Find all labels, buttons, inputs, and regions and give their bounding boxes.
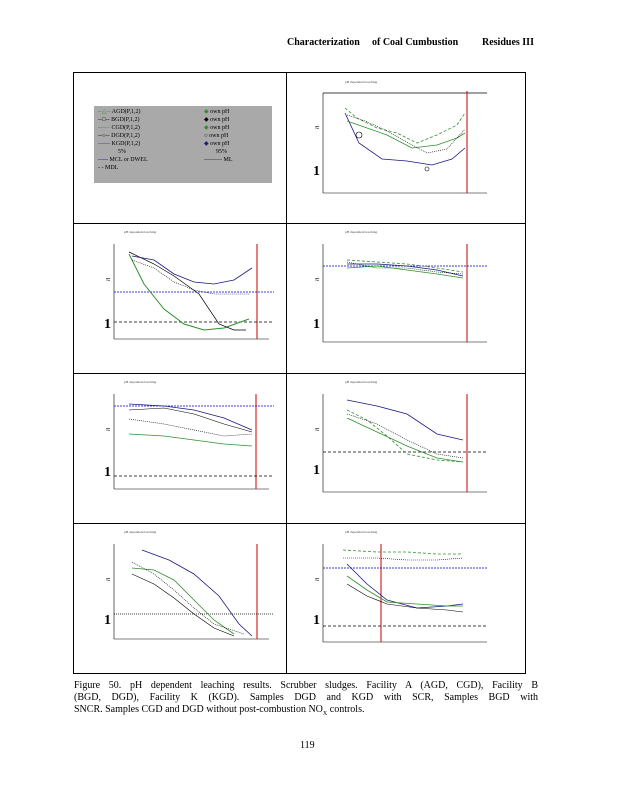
legend-entry: --○-- DGD(P,1,2) <box>98 132 148 140</box>
panel-plot: ≈ 1 <box>74 224 286 373</box>
legend-entry: ——— ML <box>204 156 233 164</box>
panel-plot: ≈ 1 <box>74 374 286 523</box>
legend-entry: —— CGD(P,1,2) <box>98 124 148 132</box>
legend-column-own-ph: ◆ own pH ◆ own pH ◆ own pH ○ own pH ◆ ow… <box>204 108 233 164</box>
svg-text:≈: ≈ <box>315 575 320 584</box>
panel-plot: ≈ 1 <box>287 224 525 373</box>
legend-entry: --□-- BGD(P,1,2) <box>98 116 148 124</box>
svg-text:≈: ≈ <box>106 425 111 434</box>
figure-50: --△-- AGD(P,1,2) --□-- BGD(P,1,2) —— CGD… <box>73 72 526 674</box>
svg-text:≈: ≈ <box>106 575 111 584</box>
panel-plot: ≈ 1 <box>287 524 525 673</box>
panel-title: pH dependent leaching <box>345 80 377 84</box>
legend-entry: --△-- AGD(P,1,2) <box>98 108 148 116</box>
svg-text:1: 1 <box>313 164 320 179</box>
legend-entry: - - MDL <box>98 164 148 172</box>
legend-column-series: --△-- AGD(P,1,2) --□-- BGD(P,1,2) —— CGD… <box>98 108 148 172</box>
legend-entry: ◆ own pH <box>204 124 233 132</box>
caption-line: Figure 50. pH dependent leaching results… <box>74 680 538 692</box>
chart-panel-4: pH dependent leaching ≈ 1 <box>74 374 286 523</box>
legend-entry: ----- MCL or DWEL <box>98 156 148 164</box>
caption-line: SNCR. Samples CGD and DGD without post-c… <box>74 704 364 717</box>
running-header-part3: Residues III <box>482 37 534 48</box>
running-header-part2: of Coal Cumbustion <box>372 37 458 48</box>
legend-entry: ◆ own pH <box>204 140 233 148</box>
svg-text:1: 1 <box>313 463 320 478</box>
svg-text:1: 1 <box>104 465 111 480</box>
panel-plot: ≈ 1 <box>287 73 525 223</box>
panel-title: pH dependent leaching <box>345 230 377 234</box>
chart-panel-5: pH dependent leaching ≈ 1 <box>287 374 525 523</box>
chart-panel-2: pH dependent leaching ≈ 1 <box>74 224 286 373</box>
panel-title: pH dependent leaching <box>124 380 156 384</box>
svg-text:≈: ≈ <box>106 275 111 284</box>
panel-title: pH dependent leaching <box>345 380 377 384</box>
svg-text:1: 1 <box>313 613 320 628</box>
legend-entry: 5% <box>98 148 148 156</box>
svg-text:1: 1 <box>104 317 111 332</box>
legend-entry: —— KGD(P,1,2) <box>98 140 148 148</box>
chart-panel-7: pH dependent leaching ≈ 1 <box>287 524 525 673</box>
panel-plot: ≈ 1 <box>74 524 286 673</box>
svg-text:1: 1 <box>104 613 111 628</box>
caption-text: SNCR. Samples CGD and DGD without post-c… <box>74 704 323 715</box>
panel-title: pH dependent leaching <box>124 230 156 234</box>
svg-text:1: 1 <box>313 317 320 332</box>
legend-entry: ◆ own pH <box>204 108 233 116</box>
caption-line: (BGD, DGD), Facility K (KGD). Samples DG… <box>74 692 538 704</box>
svg-text:≈: ≈ <box>315 123 320 132</box>
page-number: 119 <box>300 740 315 751</box>
svg-text:≈: ≈ <box>315 275 320 284</box>
running-header-part1: Characterization <box>287 37 360 48</box>
legend-entry: 95% <box>204 148 233 156</box>
legend-entry: ○ own pH <box>204 132 233 140</box>
chart-panel-3: pH dependent leaching ≈ 1 <box>287 224 525 373</box>
panel-plot: ≈ 1 <box>287 374 525 523</box>
chart-legend: --△-- AGD(P,1,2) --□-- BGD(P,1,2) —— CGD… <box>94 106 272 183</box>
chart-panel-6: pH dependent leaching ≈ 1 <box>74 524 286 673</box>
legend-entry: ◆ own pH <box>204 116 233 124</box>
chart-panel-1: pH dependent leaching ≈ 1 <box>287 73 525 223</box>
caption-text: controls. <box>327 704 364 715</box>
panel-title: pH dependent leaching <box>124 530 156 534</box>
panel-title: pH dependent leaching <box>345 530 377 534</box>
svg-text:≈: ≈ <box>315 425 320 434</box>
figure-caption: Figure 50. pH dependent leaching results… <box>74 680 538 704</box>
